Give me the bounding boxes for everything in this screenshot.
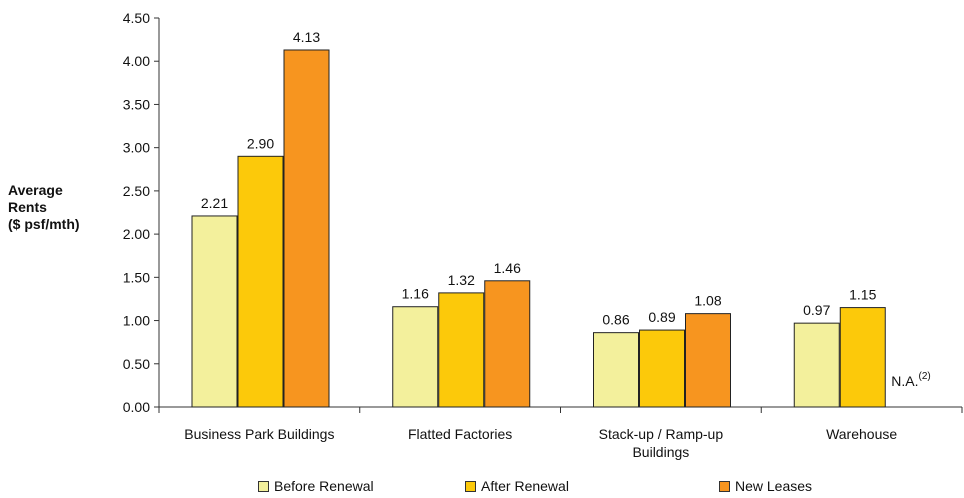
x-category-label: Stack-up / Ramp-up [599,426,724,442]
x-category-label: Flatted Factories [408,426,512,442]
y-tick-label: 0.50 [123,356,150,372]
y-tick-label: 2.00 [123,226,150,242]
legend-swatch [258,480,269,492]
bar [593,332,639,408]
bar [438,292,485,408]
y-tick-label: 3.00 [123,140,150,156]
legend-label: After Renewal [481,478,569,494]
bar-value-label: 0.89 [648,309,675,325]
x-category-label: Buildings [632,444,689,460]
bar [283,49,330,408]
bar [639,329,685,408]
bar [237,155,284,408]
bar [685,313,731,408]
bar [392,306,439,408]
bar-value-label: 2.90 [247,135,274,151]
bar-value-label: 0.86 [602,312,629,328]
legend-label: Before Renewal [274,478,374,494]
y-tick-label: 1.50 [123,269,150,285]
legend-swatch [719,480,730,492]
y-axis-label: Average Rents ($ psf/mth) [8,182,80,233]
legend-item: Before Renewal [258,478,374,494]
y-tick-label: 1.00 [123,313,150,329]
bar-value-label: 4.13 [293,29,320,45]
bar [793,322,840,408]
x-category-label: Warehouse [826,426,897,442]
bar [839,307,886,408]
y-tick-label: 4.00 [123,53,150,69]
bar-value-label: 1.46 [494,260,521,276]
bar-value-label: 0.97 [803,302,830,318]
bar [191,215,238,408]
bar-value-label: 1.15 [849,287,876,303]
legend: Before Renewal After Renewal New Leases [0,478,964,498]
bar [484,280,531,408]
legend-item: After Renewal [465,478,569,494]
x-category-label: Business Park Buildings [184,426,334,442]
legend-swatch [465,480,476,492]
y-tick-label: 4.50 [123,10,150,26]
bar-value-label: 1.32 [448,272,475,288]
bar-value-label: 2.21 [201,195,228,211]
annotation-na: N.A.(2) [891,371,930,389]
y-tick-label: 3.50 [123,96,150,112]
legend-label: New Leases [735,478,813,494]
y-tick-label: 2.50 [123,183,150,199]
y-tick-label: 0.00 [123,399,150,415]
legend-item: New Leases [719,478,812,494]
y-axis-label-line: Rents [8,199,47,215]
bar-value-label: 1.08 [694,293,721,309]
bar-value-label: 1.16 [402,286,429,302]
y-axis-label-line: ($ psf/mth) [8,216,80,232]
y-axis-label-line: Average [8,182,63,198]
